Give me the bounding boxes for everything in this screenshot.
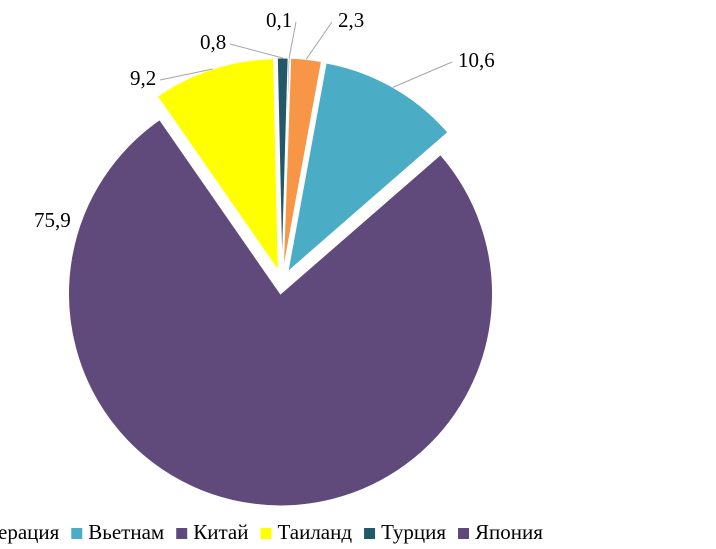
data-label: 9,2 — [130, 66, 156, 90]
legend-label: Таиланд — [277, 520, 352, 544]
pie-slice — [156, 58, 279, 273]
leader-line — [229, 43, 283, 59]
leader-line — [288, 21, 297, 59]
legend-swatch — [260, 528, 272, 539]
legend-label: ерация — [0, 520, 60, 544]
leader-line — [392, 61, 453, 88]
data-label: 0,8 — [200, 30, 226, 54]
data-label: 75,9 — [34, 208, 71, 232]
leader-line — [305, 21, 333, 60]
data-label: 2,3 — [338, 8, 364, 32]
leader-line — [159, 68, 213, 81]
legend-label: Вьетнам — [88, 520, 164, 544]
data-label: 0,1 — [266, 8, 292, 32]
legend-label: Китай — [193, 520, 248, 544]
legend-swatch — [457, 528, 469, 539]
pie-slice — [281, 57, 291, 271]
legend-label: Турция — [381, 520, 446, 544]
legend-swatch — [71, 528, 83, 539]
pie-slice — [68, 119, 493, 507]
legend-swatch — [364, 528, 376, 539]
data-label: 10,6 — [458, 48, 495, 72]
legend-swatch — [176, 528, 188, 539]
legend-label: Япония — [475, 520, 543, 544]
